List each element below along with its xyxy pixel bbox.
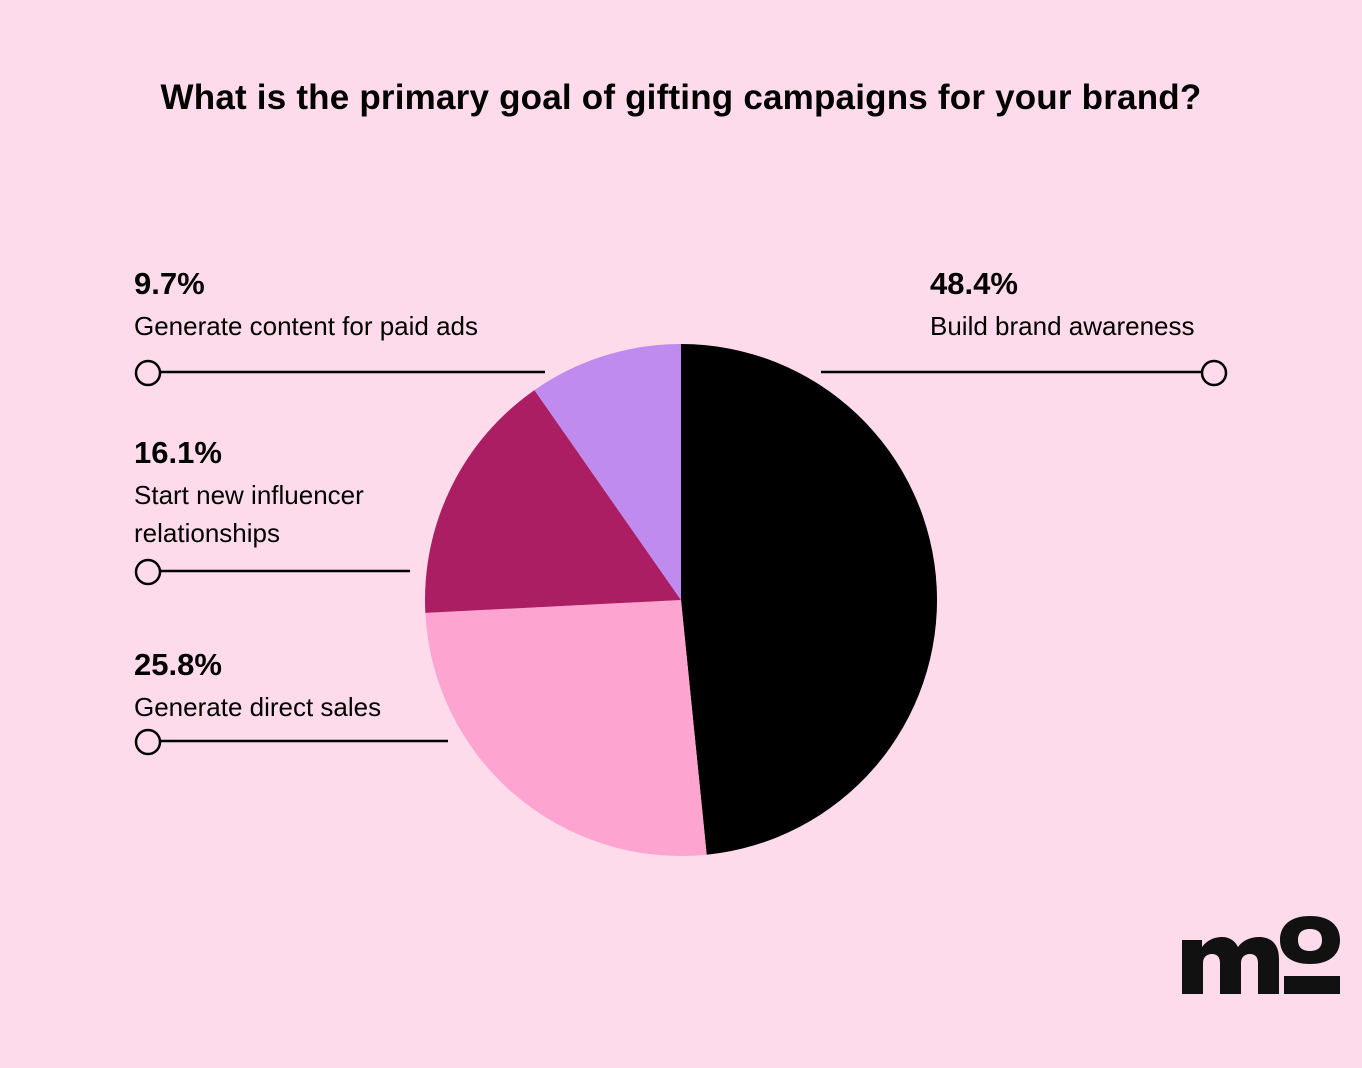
- pie-slices: [425, 344, 937, 856]
- mo-logo-icon: [1182, 916, 1340, 1001]
- leader-dot-paid-ads: [134, 359, 162, 387]
- leader-dot-influencer: [134, 558, 162, 586]
- label-text: Build brand awareness: [930, 311, 1195, 341]
- label-influencer: 16.1% Start new influencer relationships: [134, 437, 424, 552]
- pie-slice-generate-direct-sales: [425, 600, 707, 856]
- leader-dot-direct-sales: [134, 728, 162, 756]
- label-value: 9.7%: [134, 266, 205, 301]
- label-direct-sales: 25.8% Generate direct sales: [134, 649, 381, 726]
- label-value: 25.8%: [134, 647, 222, 682]
- label-text: Start new influencer relationships: [134, 480, 364, 548]
- label-text: Generate content for paid ads: [134, 311, 479, 341]
- leader-dot-brand-awareness: [1200, 359, 1228, 387]
- chart-title: What is the primary goal of gifting camp…: [160, 78, 1202, 117]
- leader-lines: [134, 359, 1228, 756]
- pie-slice-start-new-influencer-relationships: [425, 390, 681, 613]
- label-text: Generate direct sales: [134, 692, 382, 722]
- label-brand-awareness: 48.4% Build brand awareness: [930, 268, 1195, 345]
- label-paid-ads: 9.7% Generate content for paid ads: [134, 268, 478, 345]
- label-value: 48.4%: [930, 266, 1018, 301]
- pie-slice-build-brand-awareness: [681, 344, 937, 855]
- label-value: 16.1%: [134, 435, 222, 470]
- pie-slice-generate-content-for-paid-ads: [534, 344, 681, 600]
